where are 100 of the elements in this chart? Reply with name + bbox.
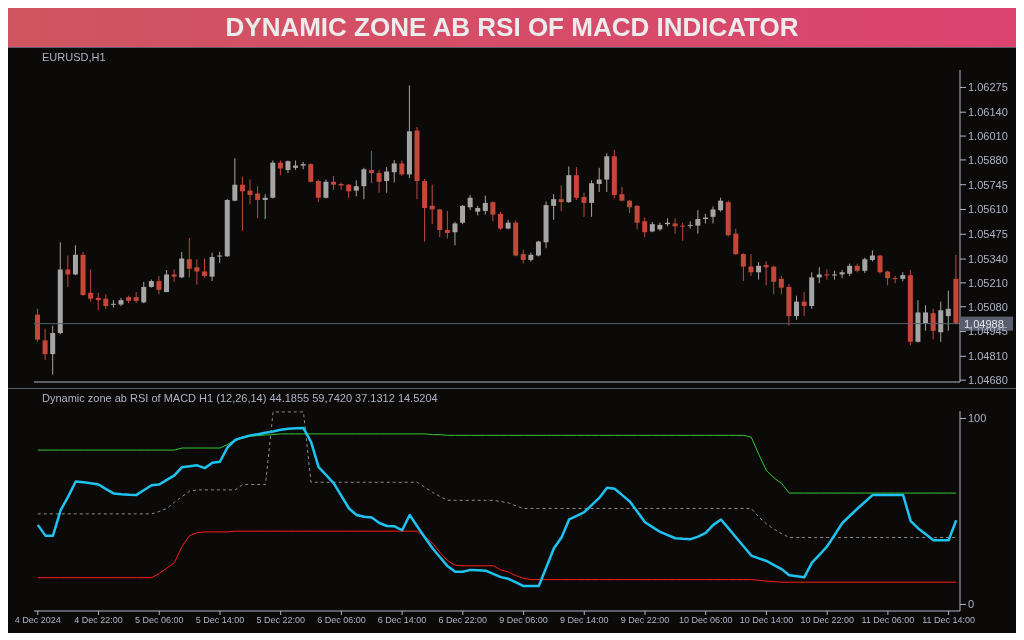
candlestick — [88, 269, 94, 303]
candlestick — [141, 281, 147, 304]
y-tick-label: 100 — [968, 412, 987, 425]
candlestick — [315, 179, 321, 203]
candlestick — [262, 193, 268, 220]
candlestick — [581, 192, 587, 218]
candlestick — [794, 295, 800, 321]
candlestick — [201, 257, 207, 278]
candlestick — [877, 254, 883, 275]
candlestick — [687, 220, 693, 230]
candlestick — [444, 210, 450, 240]
x-tick-label: 4 Dec 2024 — [14, 615, 61, 626]
candlestick — [361, 167, 367, 200]
x-tick-label: 9 Dec 14:00 — [560, 615, 609, 626]
candlestick — [923, 304, 929, 332]
chart-subtitle: EURUSD,H1 — [42, 51, 106, 63]
x-tick-label: 11 Dec 14:00 — [922, 615, 976, 626]
candlestick — [733, 228, 739, 256]
candlestick — [771, 265, 777, 295]
x-tick-label: 11 Dec 06:00 — [861, 615, 915, 626]
x-tick-label: 6 Dec 14:00 — [377, 615, 427, 626]
candlestick — [186, 237, 192, 278]
y-tick-label: 1.06275 — [968, 81, 1008, 94]
candlestick — [42, 328, 48, 361]
candlestick — [604, 152, 610, 193]
x-tick-label: 6 Dec 22:00 — [438, 615, 488, 626]
x-tick-label: 5 Dec 14:00 — [195, 615, 245, 626]
candlestick — [945, 290, 951, 332]
candlestick — [710, 206, 716, 224]
candlestick — [384, 166, 390, 194]
candlestick — [391, 159, 397, 183]
candlestick — [239, 176, 245, 232]
x-tick-label: 5 Dec 22:00 — [256, 615, 305, 626]
y-tick-label: 1.05080 — [968, 300, 1008, 313]
y-tick-label: 0 — [968, 598, 975, 611]
candlestick — [672, 217, 678, 235]
x-tick-label: 10 Dec 14:00 — [739, 615, 794, 626]
candlestick — [596, 167, 602, 193]
candlestick — [695, 209, 701, 235]
y-tick-label: 1.05610 — [968, 203, 1008, 216]
candlestick — [368, 150, 374, 184]
candlestick — [634, 204, 640, 230]
line-series — [37, 530, 957, 583]
candlestick — [839, 269, 845, 279]
chart-title: Dynamic zone ab RSI of MACD H1 (12,26,14) 44.1855 59,7420 37.1312 14.5204 — [42, 392, 438, 404]
candlestick — [308, 162, 314, 183]
y-tick-label: 1.05745 — [968, 178, 1008, 191]
candlestick — [217, 251, 223, 264]
y-tick-label: 1.05880 — [968, 153, 1008, 166]
candlestick — [490, 200, 496, 222]
candlestick — [50, 325, 56, 376]
candlestick — [498, 211, 503, 231]
x-tick-label: 6 Dec 06:00 — [317, 615, 366, 626]
candlestick — [938, 301, 944, 343]
line-series — [37, 411, 957, 539]
candlestick — [763, 260, 769, 286]
candlestick — [376, 169, 382, 194]
candlestick — [573, 166, 579, 201]
candlestick — [551, 193, 557, 221]
y-tick-label: 1.04680 — [968, 374, 1008, 387]
x-tick-label: 4 Dec 22:00 — [74, 615, 123, 626]
candlestick — [589, 179, 595, 218]
y-tick-label: 1.06140 — [968, 106, 1008, 119]
x-tick-label: 5 Dec 06:00 — [134, 615, 184, 626]
candlestick — [824, 269, 830, 281]
candlestick — [437, 208, 443, 238]
candlestick — [209, 252, 215, 282]
candlestick — [171, 269, 177, 283]
candlestick — [179, 251, 185, 279]
x-tick-label: 10 Dec 06:00 — [678, 615, 733, 626]
y-tick-label: 1.04810 — [968, 350, 1008, 363]
x-tick-label: 9 Dec 22:00 — [620, 615, 670, 626]
chart-title: DYNAMIC ZONE AB RSI OF MACD INDICATOR — [8, 8, 1016, 47]
x-tick-label: 9 Dec 06:00 — [499, 615, 548, 626]
candlestick — [619, 186, 625, 202]
candlestick — [72, 244, 78, 276]
candlestick — [194, 258, 200, 286]
candlestick — [156, 275, 162, 295]
candlestick — [680, 222, 686, 242]
y-tick-label: 1.06010 — [968, 129, 1008, 142]
candlestick — [657, 222, 663, 232]
candlestick — [247, 179, 253, 205]
candlestick — [778, 275, 784, 295]
y-tick-label: 1.05340 — [968, 252, 1008, 265]
candlestick — [65, 255, 71, 288]
y-tick-label: 1.05210 — [968, 276, 1008, 289]
candlestick — [452, 221, 458, 246]
candlestick — [740, 252, 746, 282]
line-series — [36, 426, 958, 588]
candlestick — [558, 184, 564, 212]
candlestick — [232, 157, 238, 202]
line-series — [37, 433, 957, 494]
y-tick-label: 1.05475 — [968, 228, 1008, 241]
candlestick — [482, 195, 488, 216]
candlestick — [255, 185, 261, 219]
candlestick — [801, 291, 807, 317]
candlestick — [930, 308, 936, 341]
x-tick-label: 10 Dec 22:00 — [800, 615, 854, 626]
candlestick — [642, 217, 648, 238]
candlestick — [460, 204, 466, 225]
